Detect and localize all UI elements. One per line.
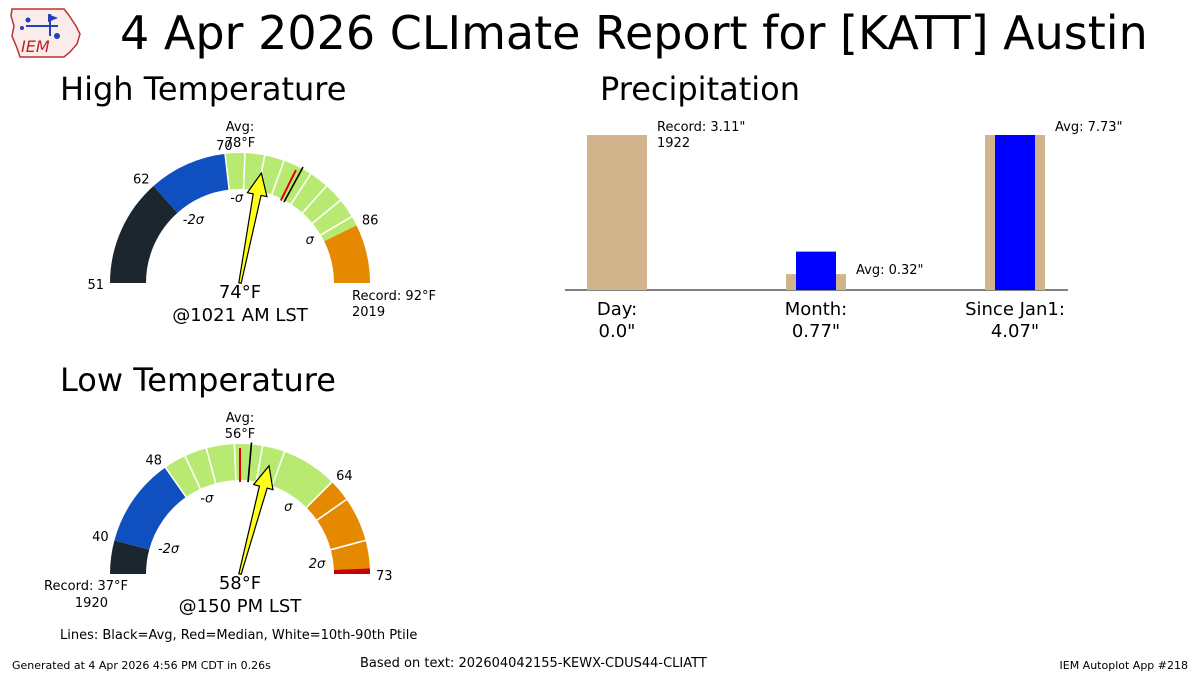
- avg-label: Avg:: [226, 120, 254, 135]
- avg-value-label: 56°F: [225, 427, 256, 442]
- precip-category-label: Month:: [785, 299, 847, 320]
- precip-category-value: 0.77": [792, 321, 840, 342]
- gauge-tick-label: 40: [92, 530, 109, 545]
- percentile-line: [301, 184, 328, 215]
- precip-category-label: Since Jan1:: [965, 299, 1065, 320]
- avg-value-label: 78°F: [225, 136, 256, 151]
- app-label: IEM Autoplot App #218: [1059, 659, 1189, 672]
- source-text-id: Based on text: 202604042155-KEWX-CDUS44-…: [360, 656, 707, 671]
- record-year: 2019: [352, 305, 385, 320]
- lines-legend-note: Lines: Black=Avg, Red=Median, White=10th…: [60, 628, 418, 643]
- gauge-band-low: [114, 467, 187, 550]
- gauge-band-normal: [225, 153, 357, 242]
- percentile-line: [315, 498, 348, 522]
- sigma-label: -σ: [200, 492, 214, 507]
- precip-category-value: 4.07": [991, 321, 1039, 342]
- observed-value: 58°F: [219, 573, 261, 594]
- percentile-line: [255, 444, 264, 483]
- percentile-line: [164, 466, 188, 499]
- percentile-line: [329, 539, 367, 551]
- average-line: [247, 442, 253, 483]
- median-line: [279, 169, 297, 201]
- gauge-band-high: [306, 482, 370, 570]
- page-title: 4 Apr 2026 CLImate Report for [KATT] Aus…: [120, 6, 1148, 60]
- precip-category-label: Day:: [597, 299, 637, 320]
- precip-observed-bar: [995, 135, 1035, 290]
- avg-label: Avg:: [226, 411, 254, 426]
- percentile-line: [224, 152, 231, 191]
- average-line: [283, 166, 304, 203]
- sigma-label: σ: [306, 233, 315, 248]
- gauge-tick-label: 48: [145, 454, 162, 469]
- iem-logo: IEM: [10, 8, 81, 58]
- precip-observed-bar: [796, 251, 836, 290]
- percentile-line: [289, 172, 312, 206]
- percentile-line: [305, 480, 334, 509]
- gauge-tick-label: 51: [87, 278, 104, 293]
- gauge-tick-label: 62: [133, 172, 150, 187]
- precip-annotation-year: 1922: [657, 136, 690, 151]
- percentile-line: [205, 447, 217, 485]
- sigma-label: 2σ: [309, 557, 326, 572]
- precip-annotation: Record: 3.11": [657, 120, 745, 135]
- percentile-line: [311, 199, 342, 225]
- logo-text: IEM: [21, 37, 50, 56]
- gauge-band-extreme_low: [110, 540, 150, 574]
- observed-time: @150 PM LST: [179, 596, 303, 617]
- gauge-band-extreme_high: [333, 568, 370, 574]
- percentile-line: [270, 159, 286, 196]
- low-temperature-title: Low Temperature: [60, 361, 336, 399]
- percentile-line: [319, 215, 354, 237]
- observed-value: 74°F: [219, 282, 261, 303]
- percentile-line: [183, 454, 202, 491]
- record-year: 1920: [75, 596, 108, 611]
- gauge-band-extreme_low: [110, 185, 178, 283]
- sigma-label: -2σ: [183, 213, 205, 228]
- sigma-label: σ: [284, 500, 293, 515]
- gauge-tick-label: 70: [216, 139, 233, 154]
- precip-reference-bar: [587, 135, 647, 290]
- observed-time: @1021 AM LST: [172, 305, 309, 326]
- precip-annotation: Avg: 0.32": [856, 263, 924, 278]
- gauge-tick-label: 73: [376, 569, 393, 584]
- gauge-tick-label: 86: [362, 214, 379, 229]
- percentile-line: [242, 152, 246, 191]
- precip-annotation: Avg: 7.73": [1055, 120, 1123, 135]
- high-temperature-title: High Temperature: [60, 70, 347, 108]
- gauge-band-low: [153, 153, 230, 213]
- generated-timestamp: Generated at 4 Apr 2026 4:56 PM CDT in 0…: [12, 659, 271, 672]
- high-temperature-gauge: Avg:78°F 51 62 70 86 -2σ -σ σ 74°F@1021 AM LST Re…: [87, 120, 436, 326]
- low-temperature-gauge: Avg:56°F 40 48 64 73 -2σ -σ σ 2σ 58°F@150 PM LST R…: [44, 411, 393, 617]
- record-label: Record: 37°F: [44, 579, 128, 594]
- percentile-line: [233, 443, 237, 482]
- precipitation-bar-chart: Record: 3.11"1922 Day:0.0" Avg: 0.32" Month…: [565, 120, 1123, 342]
- precip-category-value: 0.0": [599, 321, 636, 342]
- gauge-band-high: [324, 225, 370, 283]
- percentile-line: [271, 450, 286, 487]
- sigma-label: -σ: [230, 191, 244, 206]
- gauge-tick-label: 64: [336, 469, 353, 484]
- precipitation-title: Precipitation: [600, 70, 801, 108]
- observed-needle: [238, 171, 268, 284]
- sigma-label: -2σ: [158, 542, 180, 557]
- observed-needle: [238, 464, 274, 576]
- record-label: Record: 92°F: [352, 289, 436, 304]
